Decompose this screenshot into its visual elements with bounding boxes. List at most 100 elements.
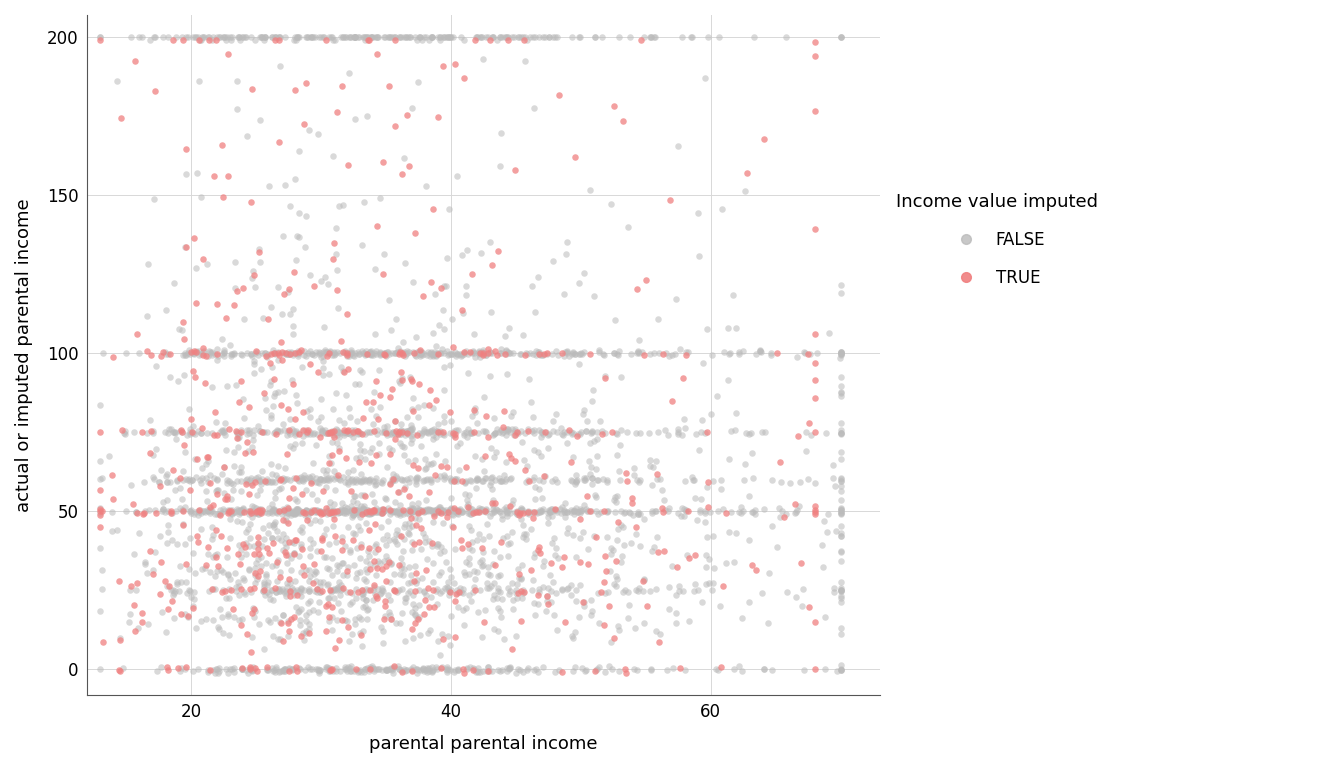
Point — [294, 664, 316, 676]
Point — [202, 34, 223, 46]
Point — [267, 31, 289, 43]
Point — [626, 474, 648, 486]
Point — [719, 453, 741, 465]
Point — [289, 472, 310, 485]
Point — [341, 495, 363, 507]
Point — [484, 559, 505, 571]
Point — [423, 575, 445, 588]
Point — [309, 473, 331, 485]
Point — [288, 604, 309, 617]
Point — [89, 483, 110, 495]
Point — [794, 346, 816, 359]
Point — [203, 614, 224, 627]
Point — [530, 348, 551, 360]
Point — [374, 555, 395, 568]
Point — [216, 477, 238, 489]
Point — [321, 551, 343, 564]
Point — [378, 515, 399, 527]
Point — [426, 598, 448, 610]
Point — [335, 476, 356, 488]
Point — [609, 465, 630, 477]
Point — [728, 506, 750, 518]
Point — [261, 31, 282, 43]
Point — [331, 498, 352, 510]
Point — [540, 506, 562, 518]
Point — [160, 476, 181, 488]
Point — [407, 472, 429, 484]
Point — [500, 662, 521, 674]
Point — [355, 348, 376, 360]
Point — [618, 505, 640, 518]
Point — [551, 347, 573, 359]
Point — [573, 408, 594, 420]
Point — [629, 540, 650, 552]
Point — [415, 31, 437, 43]
Point — [269, 584, 290, 597]
Point — [148, 475, 169, 488]
Point — [406, 663, 427, 675]
Point — [606, 534, 628, 546]
Point — [183, 347, 204, 359]
Point — [414, 425, 435, 438]
Point — [523, 410, 544, 422]
Point — [540, 505, 562, 517]
Point — [241, 196, 262, 208]
Point — [474, 425, 496, 437]
Point — [746, 349, 767, 361]
Point — [376, 529, 398, 541]
Point — [395, 481, 417, 493]
Point — [353, 505, 375, 517]
Point — [391, 664, 413, 677]
Point — [444, 58, 465, 70]
Point — [517, 506, 539, 518]
Point — [364, 504, 386, 516]
Point — [273, 503, 294, 515]
Point — [512, 519, 534, 531]
Point — [554, 505, 575, 518]
Point — [280, 551, 301, 564]
Point — [391, 426, 413, 439]
Point — [175, 472, 196, 485]
Point — [499, 661, 520, 674]
Point — [433, 31, 454, 43]
Point — [696, 531, 718, 543]
Point — [422, 31, 444, 43]
Point — [414, 506, 435, 518]
Point — [562, 451, 583, 463]
Point — [831, 659, 852, 671]
Point — [273, 609, 294, 621]
Point — [534, 469, 555, 482]
Point — [481, 482, 503, 495]
Point — [304, 514, 325, 526]
Point — [284, 508, 305, 520]
Point — [210, 564, 231, 576]
Point — [831, 663, 852, 675]
Point — [305, 574, 327, 587]
Point — [573, 596, 594, 608]
Point — [720, 505, 742, 518]
Point — [644, 541, 665, 553]
Point — [402, 502, 423, 515]
Point — [126, 505, 148, 518]
Point — [405, 227, 426, 240]
Point — [512, 587, 534, 599]
Point — [621, 348, 642, 360]
Point — [761, 664, 782, 677]
Point — [435, 556, 457, 568]
Point — [364, 31, 386, 43]
Point — [363, 504, 384, 516]
Point — [317, 278, 339, 290]
Point — [340, 348, 362, 360]
Point — [710, 661, 731, 674]
Point — [171, 662, 192, 674]
Point — [168, 585, 190, 598]
Point — [370, 192, 391, 204]
Point — [348, 474, 370, 486]
Point — [575, 425, 597, 437]
Point — [302, 31, 324, 43]
Point — [449, 505, 470, 517]
Point — [274, 664, 296, 677]
Point — [531, 426, 552, 439]
Point — [504, 425, 526, 438]
Point — [343, 509, 364, 521]
